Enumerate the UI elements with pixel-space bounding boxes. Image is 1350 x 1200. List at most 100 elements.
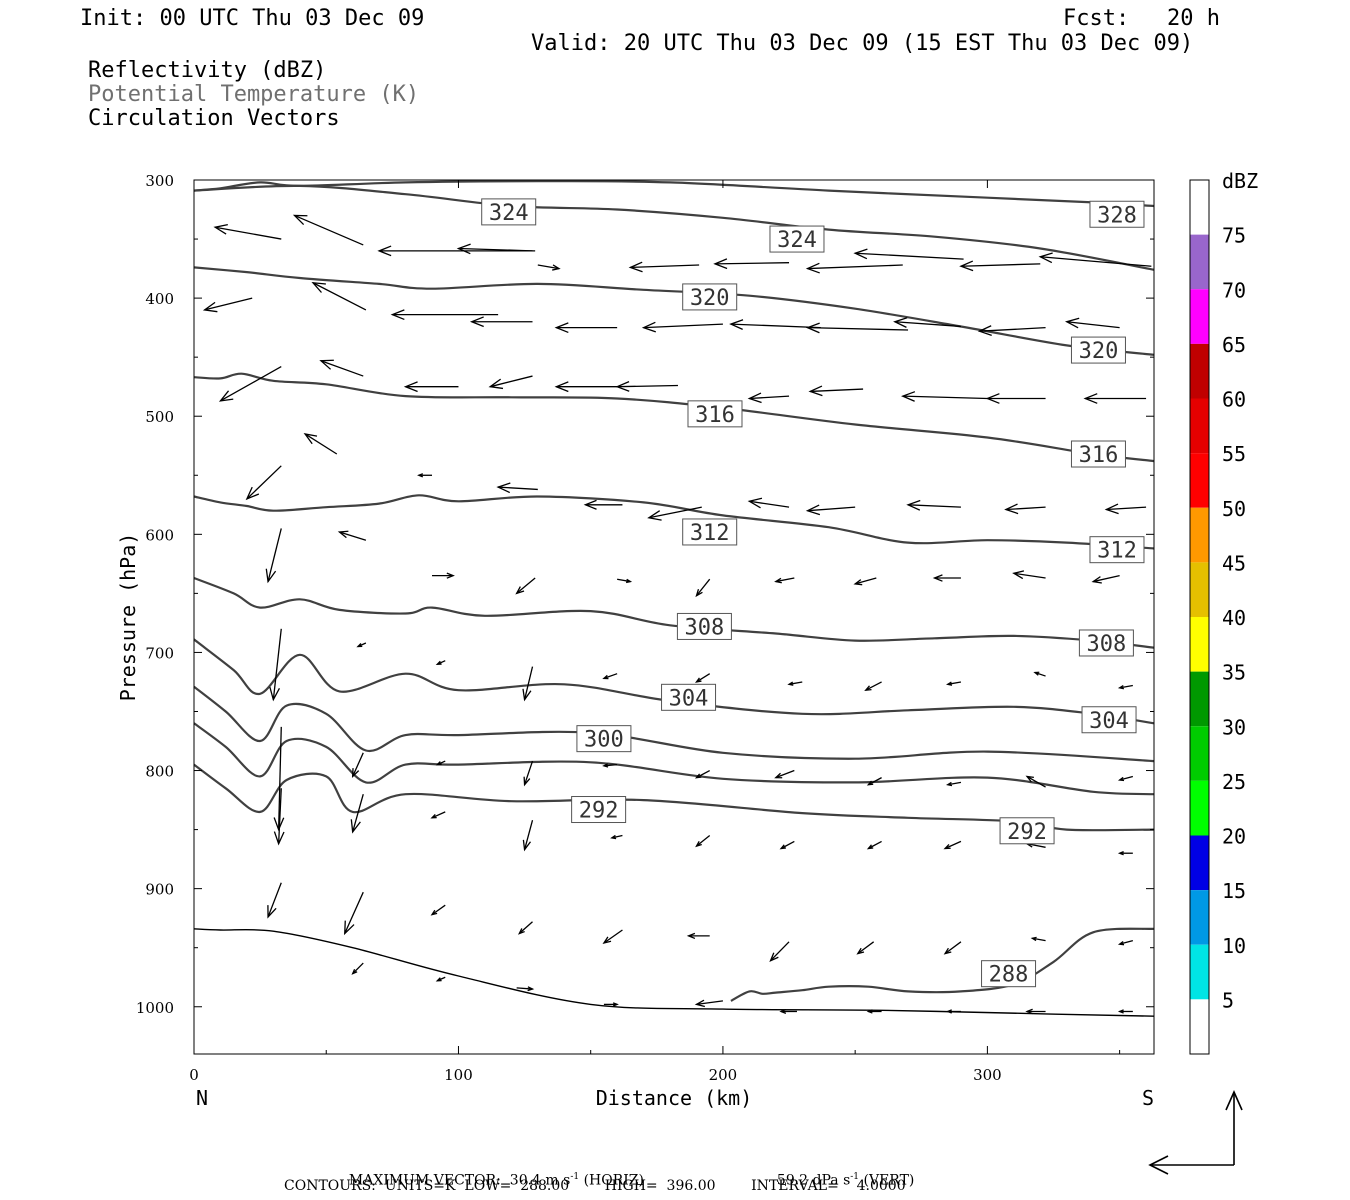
vector-head [417,473,424,478]
y-tick-label-700: 700 [145,644,174,662]
vector-head [1030,936,1037,942]
vector-arrow [610,834,623,840]
vector-arrow [615,381,678,392]
vector-head [1091,576,1102,584]
vector-shaft [1119,939,1134,945]
vector-head [350,819,361,834]
contour-label-320: 320 [1079,339,1119,364]
vector-arrow [488,375,533,390]
vector-shaft [431,811,446,819]
vector-arrow [267,882,282,919]
vector-arrow [747,392,790,404]
vector-head [435,660,442,665]
vector-head [1038,252,1053,264]
contour-label-304: 304 [669,686,709,711]
contour-label-box-312 [1089,536,1145,564]
vector-head [774,772,783,779]
vector-head [945,1009,952,1014]
vector-head [853,248,868,260]
vector-arrow [265,528,282,584]
colorbar-label-65: 65 [1222,333,1246,357]
vector-shaft [267,528,282,582]
vector-arrow [977,325,1046,336]
vector-shaft [1032,937,1046,942]
vector-arrow [430,811,446,819]
vector-shaft [714,262,790,265]
vector-head [435,977,442,982]
valid-time: Valid: 20 UTC Thu 03 Dec 09 (15 EST Thu … [531,31,1194,56]
vector-shaft [630,264,700,269]
contour-label-308: 308 [1087,632,1127,657]
vector-arrow [943,840,962,850]
vector-arrow [583,499,623,510]
vector-head [1033,671,1040,676]
vector-arrow [1117,775,1134,782]
vector-arrow [319,359,364,377]
vector-head [1117,685,1125,690]
vector-shaft [865,681,882,691]
colorbar-label-20: 20 [1222,825,1246,849]
vector-head [713,258,728,270]
vector-head [1083,393,1098,404]
vector-arrow [695,834,711,848]
contour-label-box-312 [682,518,738,546]
vector-shaft [277,788,282,844]
vector-shaft [1040,256,1152,267]
circulation-vectors [202,214,1152,1015]
vector-head [527,986,535,992]
colorbar-label-5: 5 [1222,988,1234,1012]
vector-shaft [1066,321,1120,329]
vector-head [694,773,702,779]
vector-arrow [959,260,1041,272]
vector-head [602,936,612,944]
vector-arrow [430,904,446,916]
vector-arrow [356,642,367,648]
vector-arrow [686,932,710,940]
vector-head [805,262,820,274]
vector-head [943,844,951,850]
contour-label-box-292 [571,796,627,824]
vector-shaft [490,375,533,388]
vector-head [866,844,874,850]
vector-shaft [857,941,875,955]
vector-arrow [694,999,724,1008]
vector-arrow [866,1009,882,1014]
vector-shaft [770,941,790,962]
contour-lines [193,180,1155,1002]
vector-shaft [1026,843,1046,848]
vector-head [1025,1008,1033,1015]
vector-head [435,761,442,766]
vector-arrow [515,577,536,595]
vector-arrow [435,660,446,665]
contour-label-324: 324 [777,228,817,253]
vector-arrow [603,1002,619,1007]
vector-arrow [787,681,803,686]
vector-arrow [1117,851,1133,856]
vector-shaft [304,433,338,455]
contour-label-304: 304 [1089,709,1129,734]
colorbar: 5 10 15 20 25 30 35 40 45 50 55 60 65 70 75 [1189,179,1246,1055]
vector-head [893,317,908,328]
vector-arrow [1117,939,1134,946]
y-tick-label-600: 600 [145,526,174,544]
vector-head [959,260,974,272]
south-label: S [1142,1086,1154,1110]
vector-shaft [807,506,856,512]
x-tick-label-100: 100 [444,1066,473,1084]
vector-head [269,687,281,702]
colorbar-swatch [1190,999,1209,1054]
vector-arrow [435,760,446,766]
vector-arrow [1104,503,1147,515]
vector-head [628,261,643,273]
colorbar-label-60: 60 [1222,388,1246,412]
vector-head [779,1008,787,1014]
vector-shaft [908,504,961,508]
colorbar-swatch [1190,507,1209,563]
vector-shaft [458,247,533,252]
vector-arrow [202,297,253,313]
vector-arrow [853,577,877,586]
contour-312 [193,494,1155,550]
vector-head [866,780,874,786]
vector-arrow [1038,252,1152,267]
vector-arrow [273,726,285,832]
